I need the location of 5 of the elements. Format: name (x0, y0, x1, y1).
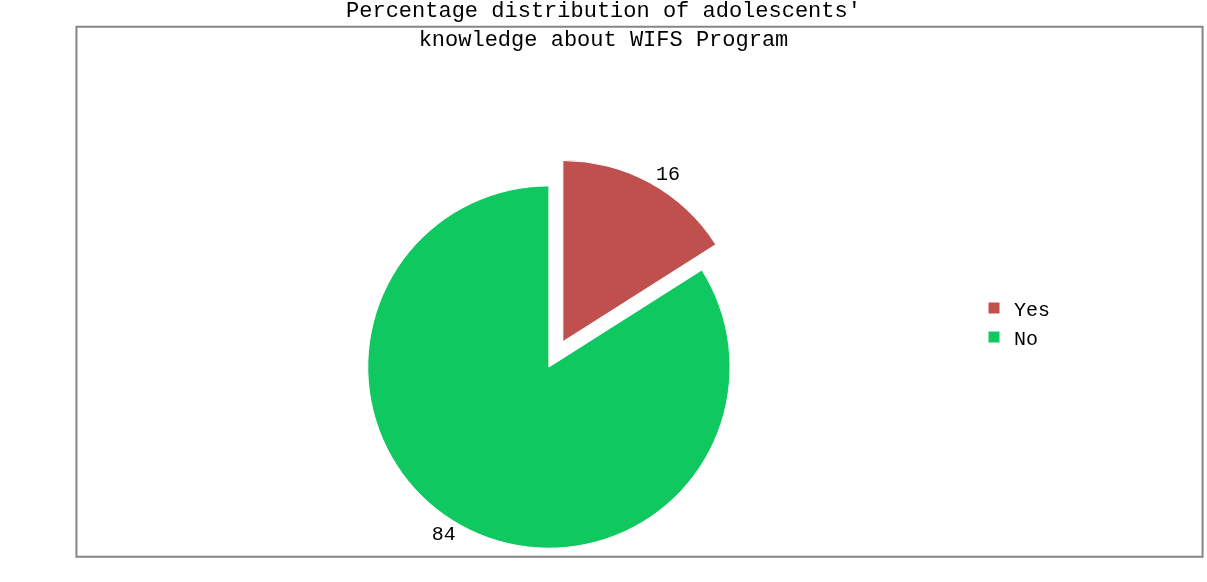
chart-title: Percentage distribution of adolescents' knowledge about WIFS Program (346, 0, 861, 54)
data-label: 84 (431, 523, 456, 547)
data-label: 16 (655, 162, 680, 186)
legend-label: No (1014, 327, 1039, 351)
legend-label: Yes (1014, 298, 1051, 322)
